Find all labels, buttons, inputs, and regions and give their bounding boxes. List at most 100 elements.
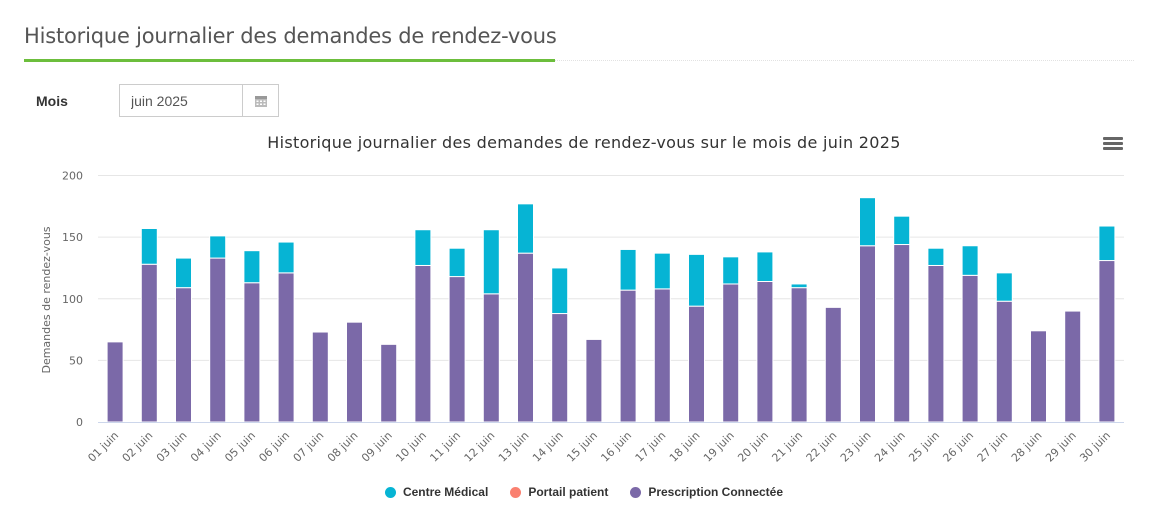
x-tick-label: 19 juin xyxy=(701,429,737,465)
bar-centre-m-dical[interactable] xyxy=(482,229,500,295)
bar-prescription-connect-e[interactable] xyxy=(927,264,945,423)
chart-container: Historique journalier des demandes de re… xyxy=(0,125,1168,508)
bar-prescription-connect-e[interactable] xyxy=(209,257,227,423)
legend-dot-prescription-connectee xyxy=(630,486,642,498)
bar-prescription-connect-e[interactable] xyxy=(653,288,671,423)
bar-chart: 0 50 100 150 200 Demandes de rendez-vous 01 … xyxy=(40,170,1124,465)
bar-prescription-connect-e[interactable] xyxy=(175,287,192,423)
hamburger-menu-icon-line xyxy=(1103,142,1123,145)
bar-centre-m-dical[interactable] xyxy=(722,256,740,285)
bar-prescription-connect-e[interactable] xyxy=(859,245,876,423)
bar-prescription-connect-e[interactable] xyxy=(619,289,637,423)
x-tick-label: 21 juin xyxy=(769,429,805,465)
bar-prescription-connect-e[interactable] xyxy=(346,321,363,423)
y-tick-label: 200 xyxy=(62,170,83,183)
grid-lines xyxy=(98,175,1124,361)
bar-centre-m-dical[interactable] xyxy=(448,247,466,278)
x-tick-label: 12 juin xyxy=(462,429,498,465)
bar-centre-m-dical[interactable] xyxy=(995,272,1013,302)
bar-centre-m-dical[interactable] xyxy=(790,283,808,289)
x-tick-label: 22 juin xyxy=(804,429,840,465)
bar-prescription-connect-e[interactable] xyxy=(756,280,774,423)
bar-centre-m-dical[interactable] xyxy=(1098,225,1116,262)
bar-prescription-connect-e[interactable] xyxy=(790,287,808,423)
bar-prescription-connect-e[interactable] xyxy=(551,313,569,423)
bar-prescription-connect-e[interactable] xyxy=(517,252,534,423)
bar-centre-m-dical[interactable] xyxy=(893,215,911,246)
y-tick-label: 100 xyxy=(62,293,83,306)
bar-centre-m-dical[interactable] xyxy=(243,250,261,284)
legend-dot-portail-patient xyxy=(510,486,522,498)
bar-centre-m-dical[interactable] xyxy=(927,247,945,266)
bar-prescription-connect-e[interactable] xyxy=(961,274,979,423)
bar-centre-m-dical[interactable] xyxy=(551,267,569,315)
legend-label: Centre Médical xyxy=(402,485,489,499)
bar-centre-m-dical[interactable] xyxy=(209,235,227,259)
legend-item-prescription-connectee[interactable]: Prescription Connectée xyxy=(630,485,783,499)
x-tick-label: 23 juin xyxy=(838,429,874,465)
x-tick-label: 15 juin xyxy=(564,429,600,465)
bar-prescription-connect-e[interactable] xyxy=(243,282,261,423)
bar-centre-m-dical[interactable] xyxy=(175,257,192,289)
bar-centre-m-dical[interactable] xyxy=(277,241,295,274)
bar-centre-m-dical[interactable] xyxy=(653,252,671,290)
bar-prescription-connect-e[interactable] xyxy=(722,283,740,423)
x-tick-label: 26 juin xyxy=(940,429,976,465)
y-tick-label: 150 xyxy=(62,231,83,244)
chart-menu-button[interactable] xyxy=(1103,137,1123,153)
bar-centre-m-dical[interactable] xyxy=(140,227,158,265)
bar-prescription-connect-e[interactable] xyxy=(1098,260,1116,423)
x-tick-label: 17 juin xyxy=(633,429,669,465)
bar-prescription-connect-e[interactable] xyxy=(824,306,842,423)
legend-label: Prescription Connectée xyxy=(648,485,784,499)
page-title: Historique journalier des demandes de re… xyxy=(24,24,557,48)
bar-centre-m-dical[interactable] xyxy=(961,245,979,276)
legend-item-centre-medical[interactable]: Centre Médical xyxy=(384,485,489,499)
legend-label: Portail patient xyxy=(528,485,609,499)
x-tick-label: 08 juin xyxy=(325,429,361,465)
bar-prescription-connect-e[interactable] xyxy=(688,305,705,423)
y-axis-label: Demandes de rendez-vous xyxy=(40,226,53,373)
hamburger-menu-icon xyxy=(1103,137,1123,140)
bar-centre-m-dical[interactable] xyxy=(688,253,705,307)
bar-centre-m-dical[interactable] xyxy=(414,229,432,266)
y-axis-ticks: 0 50 100 150 200 xyxy=(62,170,83,430)
y-tick-label: 0 xyxy=(76,416,83,429)
bar-prescription-connect-e[interactable] xyxy=(893,244,911,423)
title-underline xyxy=(24,59,555,62)
bar-centre-m-dical[interactable] xyxy=(859,197,876,247)
legend-item-portail-patient[interactable]: Portail patient xyxy=(510,485,608,499)
x-tick-label: 27 juin xyxy=(975,429,1011,465)
bar-prescription-connect-e[interactable] xyxy=(414,264,432,423)
page-header: Historique journalier des demandes de re… xyxy=(24,20,1134,62)
bar-centre-m-dical[interactable] xyxy=(619,248,637,291)
bar-prescription-connect-e[interactable] xyxy=(311,331,329,423)
bar-prescription-connect-e[interactable] xyxy=(482,293,500,423)
x-tick-label: 01 juin xyxy=(85,429,121,465)
x-tick-label: 16 juin xyxy=(598,429,634,465)
bar-prescription-connect-e[interactable] xyxy=(140,263,158,423)
bar-prescription-connect-e[interactable] xyxy=(1030,330,1047,423)
bar-prescription-connect-e[interactable] xyxy=(106,341,124,423)
month-label: Mois xyxy=(36,93,68,109)
bar-centre-m-dical[interactable] xyxy=(517,203,534,254)
x-tick-label: 13 juin xyxy=(496,429,532,465)
calendar-icon xyxy=(254,95,267,107)
bar-prescription-connect-e[interactable] xyxy=(585,338,603,423)
x-tick-label: 25 juin xyxy=(906,429,942,465)
bar-prescription-connect-e[interactable] xyxy=(380,343,398,423)
x-tick-label: 10 juin xyxy=(393,429,429,465)
x-tick-label: 06 juin xyxy=(256,429,292,465)
y-tick-label: 50 xyxy=(69,354,83,367)
legend-dot-centre-medical xyxy=(384,486,396,498)
bar-centre-m-dical[interactable] xyxy=(756,251,774,282)
bar-prescription-connect-e[interactable] xyxy=(995,300,1013,423)
calendar-button[interactable] xyxy=(242,85,278,116)
bar-prescription-connect-e[interactable] xyxy=(448,276,466,423)
x-tick-label: 07 juin xyxy=(291,429,327,465)
x-tick-label: 20 juin xyxy=(735,429,771,465)
bar-prescription-connect-e[interactable] xyxy=(277,272,295,423)
month-input[interactable] xyxy=(120,85,242,116)
bar-prescription-connect-e[interactable] xyxy=(1064,310,1082,423)
